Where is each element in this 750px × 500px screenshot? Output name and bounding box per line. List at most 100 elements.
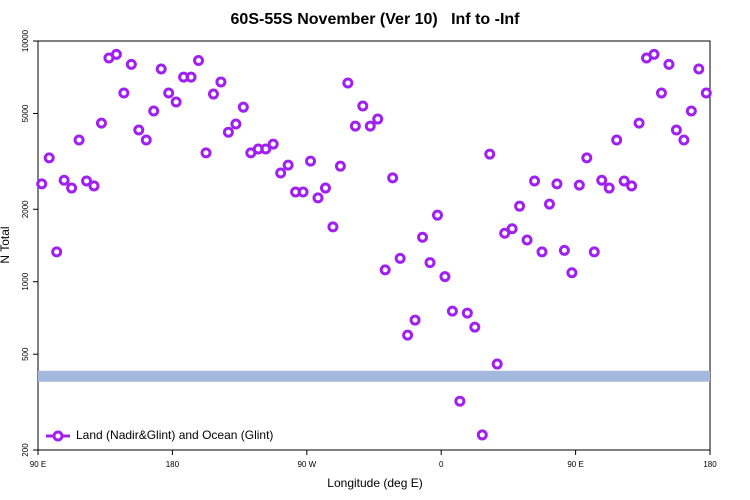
data-point <box>424 257 436 269</box>
data-point <box>499 227 511 239</box>
data-point <box>663 58 675 70</box>
chart-title: 60S-55S November (Ver 10) Inf to -Inf <box>231 11 521 28</box>
x-axis-label: Longitude (deg E) <box>327 476 422 490</box>
data-point <box>648 48 660 60</box>
data-point <box>140 134 152 146</box>
data-point <box>469 321 481 333</box>
data-point <box>66 182 78 194</box>
data-point <box>491 358 503 370</box>
data-point <box>633 117 645 129</box>
data-point <box>200 147 212 159</box>
data-point <box>566 267 578 279</box>
data-point <box>36 178 48 190</box>
data-point <box>88 180 100 192</box>
data-point <box>312 192 324 204</box>
data-point <box>125 58 137 70</box>
data-point <box>409 314 421 326</box>
data-point <box>454 395 466 407</box>
data-point <box>394 252 406 264</box>
data-point <box>207 88 219 100</box>
data-point <box>319 182 331 194</box>
data-point <box>514 200 526 212</box>
data-point <box>118 87 130 99</box>
data-point <box>364 120 376 132</box>
data-point <box>618 175 630 187</box>
data-point <box>626 180 638 192</box>
data-point <box>282 159 294 171</box>
data-point <box>81 175 93 187</box>
data-point <box>476 429 488 441</box>
y-tick-label: 2000 <box>21 200 30 218</box>
data-point <box>588 246 600 258</box>
y-tick-label: 1000 <box>21 272 30 290</box>
data-point <box>110 48 122 60</box>
data-point <box>536 246 548 258</box>
data-point <box>655 87 667 99</box>
y-tick-label: 200 <box>21 443 30 457</box>
data-point <box>267 138 279 150</box>
data-point <box>506 223 518 235</box>
x-tick-label: 90 E <box>567 460 583 469</box>
data-point <box>95 117 107 129</box>
data-point <box>387 172 399 184</box>
y-axis-label: N Total <box>0 226 12 263</box>
data-point <box>670 124 682 136</box>
data-point <box>446 305 458 317</box>
data-point <box>611 134 623 146</box>
data-point <box>185 71 197 83</box>
y-tick-label: 10000 <box>21 29 30 52</box>
data-point <box>558 244 570 256</box>
data-point <box>700 87 712 99</box>
data-point <box>581 152 593 164</box>
x-tick-label: 180 <box>703 460 717 469</box>
data-point <box>357 100 369 112</box>
data-point <box>163 87 175 99</box>
legend-marker <box>52 430 64 442</box>
data-point <box>297 186 309 198</box>
data-point <box>133 124 145 136</box>
data-point <box>551 178 563 190</box>
data-point <box>349 120 361 132</box>
data-point <box>603 182 615 194</box>
data-point <box>327 221 339 233</box>
x-tick-label: 90 E <box>30 460 46 469</box>
data-point <box>484 148 496 160</box>
data-point <box>73 134 85 146</box>
data-point <box>334 160 346 172</box>
data-point <box>372 113 384 125</box>
data-point <box>573 179 585 191</box>
data-point <box>461 307 473 319</box>
data-point <box>521 234 533 246</box>
data-point <box>155 63 167 75</box>
data-point <box>439 271 451 283</box>
data-point <box>431 209 443 221</box>
data-point <box>51 246 63 258</box>
data-point <box>215 76 227 88</box>
data-point <box>685 105 697 117</box>
data-point <box>237 101 249 113</box>
x-tick-label: 180 <box>166 460 180 469</box>
data-point <box>305 155 317 167</box>
data-point <box>379 264 391 276</box>
data-point <box>529 175 541 187</box>
data-point <box>148 105 160 117</box>
data-point <box>678 134 690 146</box>
y-tick-label: 500 <box>21 347 30 361</box>
data-point <box>43 152 55 164</box>
data-point <box>193 54 205 66</box>
data-point <box>342 77 354 89</box>
data-point <box>402 329 414 341</box>
legend-label: Land (Nadir&Glint) and Ocean (Glint) <box>76 428 273 442</box>
data-point <box>260 143 272 155</box>
y-tick-label: 5000 <box>21 104 30 122</box>
data-point <box>170 96 182 108</box>
data-point <box>275 167 287 179</box>
data-point <box>222 126 234 138</box>
data-point <box>543 198 555 210</box>
x-tick-label: 0 <box>439 460 444 469</box>
data-point <box>58 174 70 186</box>
x-tick-label: 90 W <box>297 460 316 469</box>
data-point <box>230 118 242 130</box>
data-point <box>417 231 429 243</box>
data-point <box>693 63 705 75</box>
